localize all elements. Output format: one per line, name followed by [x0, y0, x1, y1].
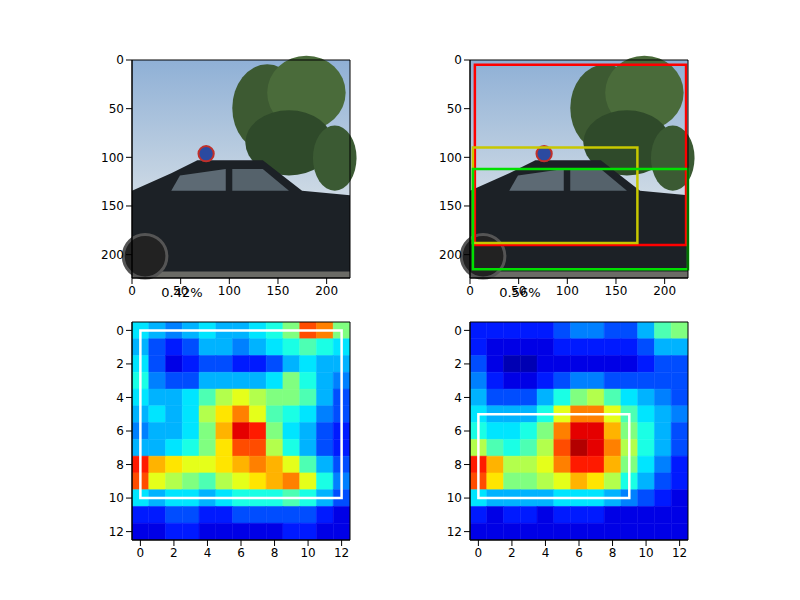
svg-text:12: 12	[672, 546, 687, 560]
svg-text:2: 2	[116, 357, 124, 371]
svg-text:6: 6	[237, 546, 245, 560]
svg-text:150: 150	[101, 199, 124, 213]
svg-text:150: 150	[267, 284, 290, 298]
svg-text:0: 0	[116, 324, 124, 338]
svg-text:200: 200	[439, 248, 462, 262]
svg-text:0: 0	[466, 284, 474, 298]
svg-text:10: 10	[638, 546, 653, 560]
svg-text:0: 0	[454, 324, 462, 338]
svg-text:8: 8	[271, 546, 279, 560]
svg-text:8: 8	[609, 546, 617, 560]
svg-text:2: 2	[454, 357, 462, 371]
svg-text:10: 10	[300, 546, 315, 560]
svg-text:8: 8	[454, 458, 462, 472]
svg-text:2: 2	[508, 546, 516, 560]
svg-text:100: 100	[218, 284, 241, 298]
svg-text:4: 4	[204, 546, 212, 560]
svg-text:50: 50	[109, 102, 124, 116]
svg-text:150: 150	[605, 284, 628, 298]
svg-text:10: 10	[109, 491, 124, 505]
svg-text:200: 200	[101, 248, 124, 262]
svg-text:2: 2	[170, 546, 178, 560]
html-text:0.56%: 0.56%	[499, 285, 541, 300]
svg-text:12: 12	[447, 525, 462, 539]
svg-text:6: 6	[575, 546, 583, 560]
svg-text:6: 6	[116, 424, 124, 438]
svg-text:12: 12	[109, 525, 124, 539]
svg-text:12: 12	[334, 546, 349, 560]
svg-text:4: 4	[454, 391, 462, 405]
svg-text:0: 0	[454, 53, 462, 67]
svg-text:100: 100	[556, 284, 579, 298]
svg-text:0: 0	[475, 546, 483, 560]
svg-text:200: 200	[315, 284, 338, 298]
svg-text:10: 10	[447, 491, 462, 505]
svg-text:4: 4	[542, 546, 550, 560]
svg-text:100: 100	[439, 151, 462, 165]
svg-text:4: 4	[116, 391, 124, 405]
svg-text:6: 6	[454, 424, 462, 438]
svg-text:0: 0	[116, 53, 124, 67]
svg-text:100: 100	[101, 151, 124, 165]
svg-text:200: 200	[653, 284, 676, 298]
svg-text:50: 50	[447, 102, 462, 116]
svg-text:0: 0	[137, 546, 145, 560]
svg-text:8: 8	[116, 458, 124, 472]
html-text:0.42%: 0.42%	[161, 285, 203, 300]
svg-text:0: 0	[128, 284, 136, 298]
svg-text:150: 150	[439, 199, 462, 213]
